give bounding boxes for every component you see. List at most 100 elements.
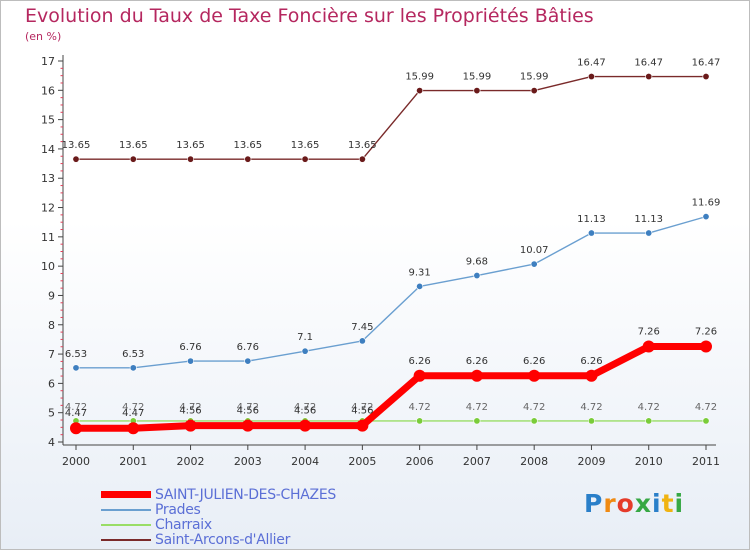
x-tick-label: 2002 <box>177 455 205 468</box>
data-label: 16.47 <box>577 58 606 69</box>
data-point <box>700 340 712 353</box>
data-label: 6.76 <box>237 342 259 353</box>
data-point <box>299 419 312 432</box>
data-point <box>645 73 653 81</box>
data-label: 6.26 <box>580 356 602 367</box>
data-label: 16.47 <box>692 58 721 69</box>
x-tick-label: 2000 <box>62 455 90 468</box>
y-tick-label: 5 <box>48 407 55 420</box>
x-tick-label: 2008 <box>520 455 548 468</box>
legend-swatch <box>101 524 151 526</box>
data-point <box>72 364 80 372</box>
y-tick-label: 12 <box>41 202 55 215</box>
legend-item: SAINT-JULIEN-DES-CHAZES <box>101 487 401 503</box>
data-label: 4.47 <box>122 408 144 419</box>
data-label: 6.26 <box>466 356 488 367</box>
data-label: 4.72 <box>237 402 259 413</box>
data-label: 13.65 <box>291 140 320 151</box>
legend-swatch <box>101 539 151 541</box>
data-point <box>642 340 655 353</box>
data-label: 4.72 <box>294 402 316 413</box>
data-point <box>587 229 595 237</box>
data-point <box>416 282 424 290</box>
data-label: 13.65 <box>62 140 91 151</box>
data-point <box>530 417 538 425</box>
data-label: 15.99 <box>520 72 549 83</box>
data-label: 11.69 <box>692 198 721 209</box>
data-label: 4.72 <box>351 402 373 413</box>
legend: SAINT-JULIEN-DES-CHAZES Prades Charraix … <box>101 487 401 548</box>
data-point <box>358 155 366 163</box>
data-label: 13.65 <box>233 140 262 151</box>
data-point <box>358 337 366 345</box>
data-point <box>528 369 541 382</box>
data-label: 4.56 <box>179 406 201 417</box>
y-tick-label: 11 <box>41 231 55 244</box>
data-label: 4.72 <box>523 402 545 413</box>
data-point <box>470 369 483 382</box>
data-label: 4.56 <box>294 406 316 417</box>
data-label: 4.72 <box>409 402 431 413</box>
data-label: 6.53 <box>122 349 144 360</box>
data-point <box>645 229 653 237</box>
data-label: 4.72 <box>466 402 488 413</box>
legend-label: SAINT-JULIEN-DES-CHAZES <box>155 487 336 503</box>
y-tick-label: 4 <box>48 436 55 449</box>
data-point <box>187 155 195 163</box>
y-tick-label: 7 <box>48 348 55 361</box>
data-point <box>587 417 595 425</box>
y-tick-label: 14 <box>41 143 55 156</box>
y-tick-label: 13 <box>41 172 55 185</box>
data-point <box>530 87 538 95</box>
data-label: 11.13 <box>577 214 606 225</box>
data-label: 11.13 <box>634 214 663 225</box>
y-tick-label: 15 <box>41 114 55 127</box>
legend-label: Saint-Arcons-d'Allier <box>155 532 291 548</box>
data-point <box>129 364 137 372</box>
series-line <box>76 215 707 369</box>
series-layer <box>70 73 712 435</box>
data-point <box>70 422 82 435</box>
data-point <box>585 369 598 382</box>
data-point <box>473 272 481 280</box>
chart-subtitle: (en %) <box>25 30 62 43</box>
data-point <box>645 417 653 425</box>
data-label: 4.47 <box>65 408 87 419</box>
data-point <box>702 73 710 81</box>
x-tick-label: 2003 <box>234 455 262 468</box>
legend-item: Charraix <box>101 517 401 533</box>
proxiti-logo: Proxiti <box>584 489 685 518</box>
data-point <box>702 417 710 425</box>
series-line <box>76 342 706 432</box>
data-label: 13.65 <box>348 140 377 151</box>
data-label: 4.56 <box>351 406 373 417</box>
data-label: 6.26 <box>523 356 545 367</box>
data-label: 15.99 <box>463 72 492 83</box>
data-point <box>72 155 80 163</box>
legend-label: Charraix <box>155 517 212 533</box>
data-point <box>241 419 254 432</box>
data-label: 6.26 <box>409 356 431 367</box>
data-label: 4.72 <box>580 402 602 413</box>
data-label: 7.45 <box>351 322 373 333</box>
data-point <box>473 87 481 95</box>
x-tick-label: 2006 <box>406 455 434 468</box>
data-label: 4.72 <box>638 402 660 413</box>
data-point <box>129 155 137 163</box>
data-point <box>473 417 481 425</box>
y-tick-label: 10 <box>41 260 55 273</box>
legend-item: Saint-Arcons-d'Allier <box>101 532 401 548</box>
data-label: 4.72 <box>122 402 144 413</box>
data-point <box>530 260 538 268</box>
data-point <box>702 213 710 221</box>
data-label: 10.07 <box>520 245 549 256</box>
data-label: 4.56 <box>237 406 259 417</box>
data-label: 9.68 <box>466 257 488 268</box>
x-tick-label: 2010 <box>635 455 663 468</box>
data-label: 6.76 <box>179 342 201 353</box>
y-tick-label: 6 <box>48 377 55 390</box>
y-tick-label: 16 <box>41 84 55 97</box>
x-tick-label: 2009 <box>577 455 605 468</box>
legend-swatch <box>101 509 151 511</box>
chart-title: Evolution du Taux de Taxe Foncière sur l… <box>25 5 594 27</box>
